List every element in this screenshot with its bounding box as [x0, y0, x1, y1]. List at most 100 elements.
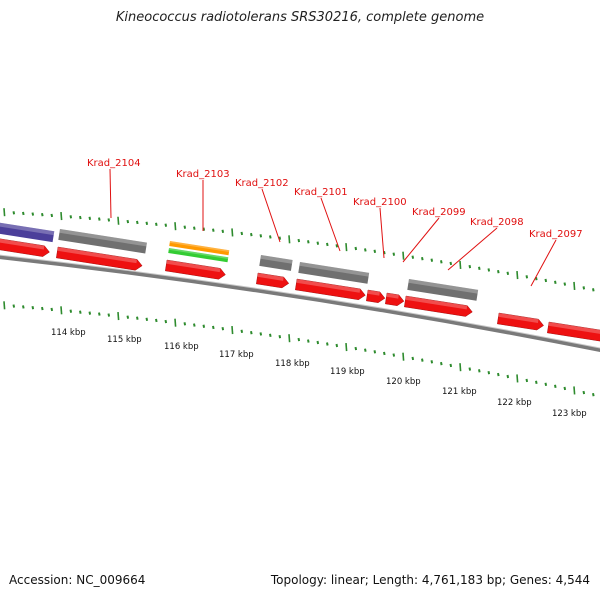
- lower-tick-mark: [164, 319, 168, 324]
- upper-tick-mark: [136, 220, 139, 225]
- lower-tick-mark: [478, 369, 481, 373]
- upper-tick-mark: [117, 216, 120, 225]
- lower-tick-mark: [50, 307, 54, 312]
- lower-tick-mark: [193, 323, 196, 327]
- upper-tick-mark: [516, 271, 519, 280]
- lower-tick-mark: [221, 327, 225, 331]
- cds-arrow-feature: [295, 278, 366, 300]
- upper-tick-mark: [326, 242, 329, 247]
- upper-tick-mark: [69, 215, 73, 219]
- lower-tick-mark: [345, 342, 348, 352]
- scale-label: 117 kbp: [219, 350, 254, 360]
- upper-tick-mark: [79, 215, 82, 220]
- upper-tick-mark: [107, 218, 111, 222]
- locus-leader-line: [530, 239, 557, 287]
- lower-tick-mark: [31, 306, 35, 310]
- scale-label: 116 kbp: [164, 342, 199, 352]
- lower-tick-mark: [582, 390, 586, 395]
- upper-tick-mark: [155, 222, 158, 226]
- upper-tick-mark: [335, 244, 339, 248]
- cds-arrow-feature: [404, 295, 473, 317]
- lower-tick-mark: [240, 329, 244, 334]
- locus-label: Krad_2100: [353, 197, 407, 208]
- upper-tick-mark: [278, 236, 282, 240]
- upper-tick-mark: [250, 232, 253, 237]
- cds-arrow-feature: [0, 237, 50, 257]
- lower-tick-mark: [307, 339, 310, 343]
- locus-label: Krad_2103: [176, 169, 230, 180]
- upper-tick-mark: [506, 271, 510, 276]
- upper-tick-mark: [221, 229, 225, 233]
- cds-arrow-feature: [547, 321, 600, 342]
- locus-label: Krad_2098: [470, 217, 524, 228]
- locus-leader-line: [109, 168, 112, 219]
- upper-tick-mark: [240, 231, 244, 236]
- map-title: Kineococcus radiotolerans SRS30216, comp…: [115, 10, 485, 25]
- scale-label: 120 kbp: [386, 377, 421, 387]
- upper-tick-mark: [497, 269, 500, 274]
- upper-tick-mark: [563, 282, 567, 286]
- lower-tick-mark: [563, 386, 567, 391]
- locus-leader-line: [402, 217, 440, 263]
- rna-feature-orange: [169, 241, 230, 256]
- lower-tick-mark: [335, 343, 339, 348]
- upper-tick-mark: [31, 212, 35, 216]
- lower-tick-mark: [22, 305, 25, 309]
- lower-tick-mark: [516, 374, 519, 383]
- lower-tick-mark: [297, 337, 301, 342]
- lower-tick-mark: [126, 315, 130, 319]
- upper-tick-mark: [212, 228, 215, 232]
- lower-tick-mark: [174, 318, 177, 327]
- cds-arrow-feature: [366, 289, 386, 303]
- lower-tick-mark: [269, 333, 272, 338]
- lower-tick-mark: [288, 334, 291, 343]
- locus-leader-line: [320, 197, 341, 252]
- lower-tick-mark: [364, 348, 367, 352]
- lower-tick-mark: [411, 356, 415, 361]
- upper-tick-mark: [145, 221, 149, 226]
- lower-tick-mark: [497, 372, 500, 377]
- upper-tick-mark: [174, 222, 177, 231]
- upper-tick-mark: [50, 213, 54, 218]
- upper-tick-mark: [392, 252, 396, 256]
- scale-label: 123 kbp: [552, 409, 587, 419]
- accession-text: Accession: NC_009664: [9, 573, 146, 587]
- upper-tick-mark: [592, 288, 595, 292]
- lower-tick-mark: [60, 306, 63, 315]
- lower-tick-mark: [449, 363, 453, 368]
- lower-tick-mark: [117, 312, 120, 321]
- upper-tick-mark: [449, 261, 453, 266]
- rna-feature-green: [168, 248, 229, 263]
- upper-tick-mark: [88, 216, 92, 221]
- scale-label: 122 kbp: [497, 398, 532, 408]
- lower-tick-mark: [573, 386, 576, 395]
- lower-tick-mark: [212, 325, 215, 330]
- upper-tick-mark: [231, 228, 234, 237]
- lower-tick-mark: [383, 351, 386, 356]
- lower-tick-mark: [69, 309, 73, 313]
- locus-leader-line: [379, 207, 385, 259]
- scale-label: 115 kbp: [107, 335, 142, 345]
- cds-arrow-feature: [165, 259, 226, 280]
- upper-tick-mark: [202, 227, 206, 231]
- lower-tick-mark: [421, 358, 424, 362]
- upper-tick-mark: [411, 255, 415, 259]
- gene-feature: [407, 279, 479, 301]
- lower-tick-mark: [202, 324, 206, 328]
- gene-feature: [58, 229, 147, 254]
- lower-tick-mark: [98, 312, 101, 316]
- upper-tick-mark: [478, 266, 481, 270]
- locus-labels-layer: Krad_2104 Krad_2103 Krad_2102 Krad_2101 Krad…: [87, 158, 583, 287]
- upper-tick-mark: [164, 223, 168, 227]
- scale-label: 121 kbp: [442, 387, 477, 397]
- upper-tick-mark: [126, 219, 130, 224]
- locus-label: Krad_2101: [294, 187, 348, 198]
- upper-tick-mark: [316, 241, 320, 245]
- lower-tick-mark: [107, 313, 111, 317]
- backbone-layer: [0, 254, 600, 353]
- lower-tick-mark: [3, 301, 6, 310]
- repeat-region-feature: [0, 222, 55, 243]
- upper-tick-mark: [259, 234, 263, 238]
